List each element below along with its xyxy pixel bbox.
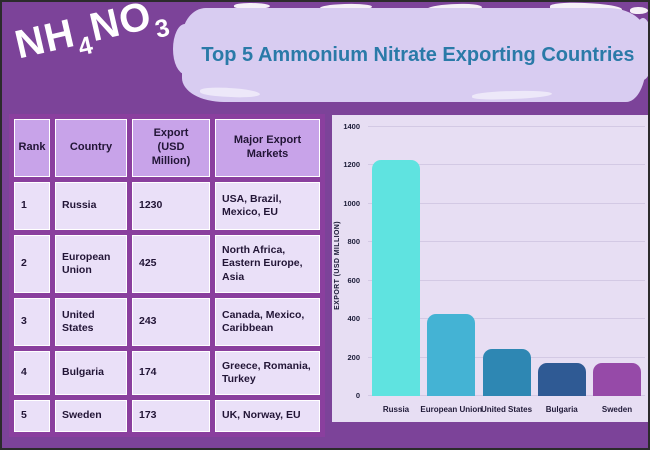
table-cell-country: Sweden: [55, 400, 127, 432]
y-tick-label: 0: [355, 391, 360, 400]
gridline: [368, 279, 645, 281]
bars: [368, 127, 645, 396]
gridline: [368, 164, 645, 166]
table-cell-country: European Union: [55, 235, 127, 293]
table-cell-country: Russia: [55, 182, 127, 230]
y-tick-label: 1400: [343, 122, 360, 131]
gridline: [368, 318, 645, 320]
y-tick-label: 600: [347, 275, 360, 285]
table-cell-export: 173: [132, 400, 210, 432]
table-cell-export: 243: [132, 298, 210, 346]
table-cell-markets: Canada, Mexico, Caribbean: [215, 298, 320, 346]
y-tick-label: 800: [347, 237, 360, 247]
table-header-markets: Major Export Markets: [215, 119, 320, 177]
x-tick-label: Russia: [382, 404, 410, 414]
x-labels: Russia European Union United States Bulgari…: [368, 401, 645, 417]
gridline: [368, 241, 645, 243]
table-cell-country: United States: [55, 298, 127, 346]
bar-united-states: [482, 349, 531, 396]
table-cell-export: 425: [132, 235, 210, 293]
bar-sweden: [593, 362, 641, 396]
x-tick-label: European Union: [420, 404, 483, 414]
logo-text: NO: [85, 0, 156, 51]
x-tick-label: United States: [480, 404, 533, 414]
table-cell-rank: 2: [14, 235, 50, 293]
table-cell-markets: North Africa, Eastern Europe, Asia: [215, 235, 320, 293]
x-tick-label: Sweden: [601, 404, 633, 414]
paint-speckle: [630, 7, 648, 14]
table-header-country: Country: [55, 119, 127, 177]
plot-area: [368, 126, 645, 396]
table-header-export: Export (USD Million): [132, 119, 210, 177]
logo-text: NH: [10, 11, 80, 68]
bar-bulgaria: [537, 362, 586, 396]
paint-speckle: [234, 3, 270, 9]
title-banner: Top 5 Ammonium Nitrate Exporting Countri…: [173, 8, 648, 102]
gridline: [368, 126, 645, 127]
y-tick-label: 400: [347, 314, 360, 324]
table-cell-markets: USA, Brazil, Mexico, EU: [215, 182, 320, 230]
bar-russia: [372, 159, 420, 396]
table-header-rank: Rank: [14, 119, 50, 177]
y-axis-ticks: 0 200 400 600 800 1000 1200 1400: [332, 123, 364, 400]
brand-logo: NH4NO3: [10, 0, 174, 68]
x-tick-label: Bulgaria: [545, 404, 578, 414]
bar-chart-panel: EXPORT (USD MILLION) 0 200 400 600 800 1000 12…: [332, 115, 648, 422]
page-title: Top 5 Ammonium Nitrate Exporting Countri…: [201, 43, 635, 66]
table-cell-rank: 3: [14, 298, 50, 346]
table-cell-export: 1230: [132, 182, 210, 230]
export-table: Rank Country Export (USD Million) Major …: [9, 114, 325, 437]
bar-european-union: [427, 314, 476, 396]
table-cell-rank: 4: [14, 351, 50, 395]
table-cell-rank: 5: [14, 400, 50, 432]
table-cell-markets: Greece, Romania, Turkey: [215, 351, 320, 395]
y-tick-label: 1200: [343, 160, 360, 170]
y-tick-label: 1000: [343, 198, 360, 208]
table-cell-markets: UK, Norway, EU: [215, 400, 320, 432]
table-cell-country: Bulgaria: [55, 351, 127, 395]
logo-subscript: 3: [152, 13, 174, 44]
gridline: [368, 202, 645, 204]
table-cell-export: 174: [132, 351, 210, 395]
table-cell-rank: 1: [14, 182, 50, 230]
y-tick-label: 200: [347, 352, 360, 362]
